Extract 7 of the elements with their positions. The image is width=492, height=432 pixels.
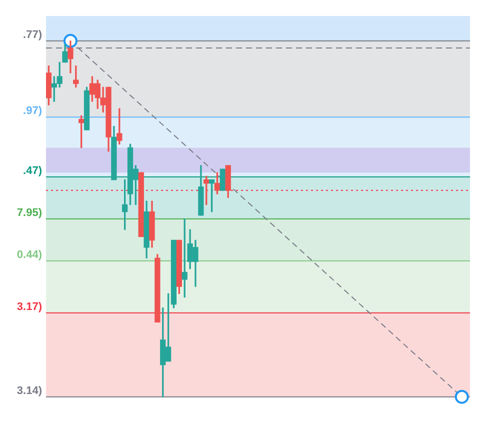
text: .77) xyxy=(23,28,42,41)
text: 7.95) xyxy=(16,206,42,219)
text: 3.17) xyxy=(16,300,42,313)
text: .47) xyxy=(23,164,42,177)
text: 3.14) xyxy=(16,384,42,397)
text: .97) xyxy=(23,105,42,118)
text: 0.44) xyxy=(16,248,42,261)
